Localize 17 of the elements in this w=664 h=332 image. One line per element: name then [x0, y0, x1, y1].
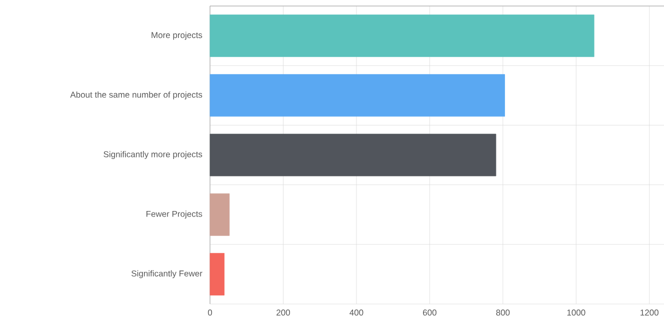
y-tick-label: Significantly more projects: [104, 151, 202, 159]
x-tick-label: 200: [276, 310, 290, 316]
x-tick-label: 800: [496, 310, 510, 316]
bar: [210, 74, 505, 117]
bar: [210, 193, 230, 236]
bar: [210, 14, 594, 57]
x-tick-label: 1000: [567, 310, 586, 316]
bar: [210, 253, 224, 296]
x-tick-label: 0: [208, 310, 212, 316]
bar: [210, 134, 496, 176]
y-tick-label: About the same number of projects: [70, 91, 202, 100]
y-tick-label: Fewer Projects: [146, 210, 202, 219]
y-tick-label: Significantly Fewer: [132, 270, 202, 278]
x-tick-label: 400: [350, 310, 364, 316]
x-tick-label: 600: [423, 310, 436, 316]
x-tick-label: 1200: [640, 310, 658, 316]
y-tick-label: More projects: [152, 32, 202, 40]
